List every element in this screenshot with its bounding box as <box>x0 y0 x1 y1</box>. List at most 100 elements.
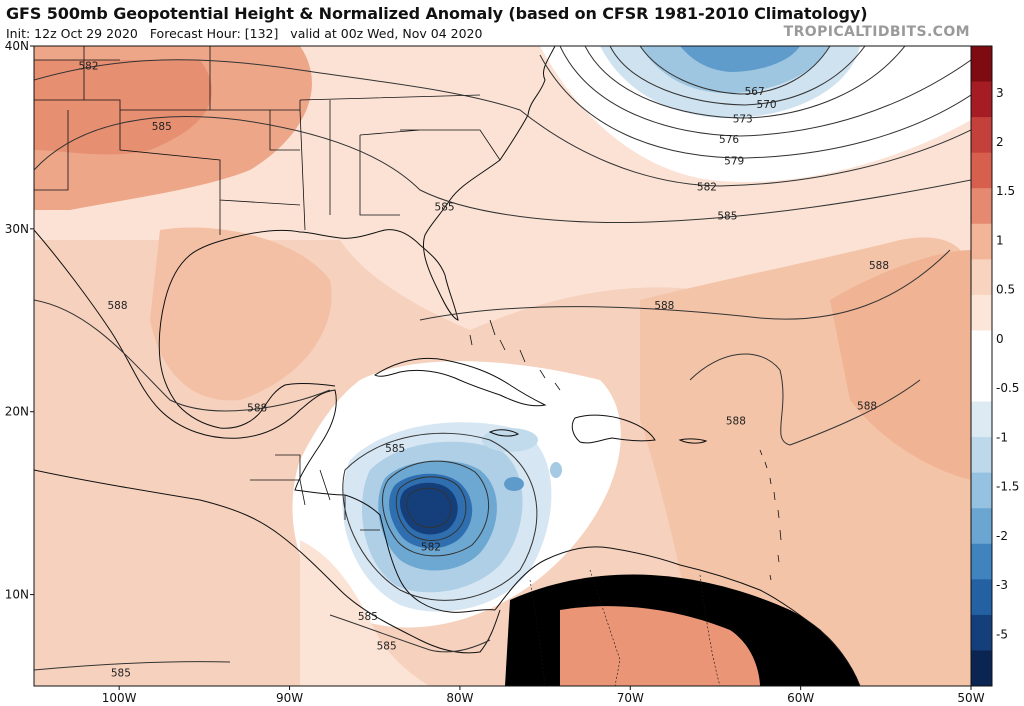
contour-567 <box>639 46 831 95</box>
run-info: Init: 12z Oct 29 2020 Forecast Hour: [13… <box>6 26 482 41</box>
contour-label: 588 <box>726 415 746 427</box>
bahamas <box>469 319 561 391</box>
colorbar-segment <box>971 117 992 154</box>
colorbar-segment <box>971 437 992 474</box>
us-coastline <box>158 46 556 429</box>
colorbar-label: 2 <box>996 135 1004 149</box>
lon-tick-label: 70W <box>617 691 644 705</box>
site-credit: TROPICALTIDBITS.COM <box>783 24 970 40</box>
height-contours <box>34 46 971 671</box>
colorbar-segment <box>971 259 992 296</box>
colorbar-segment <box>971 650 992 687</box>
colorbar-label: 0.5 <box>996 283 1015 297</box>
init-time: Init: 12z Oct 29 2020 <box>6 26 138 41</box>
colorbar-segment <box>971 330 992 367</box>
anomaly-shading <box>34 46 971 686</box>
contour-label: 588 <box>869 260 889 272</box>
contour-label: 582 <box>78 61 98 73</box>
contour-588-atlantic <box>419 249 951 446</box>
colorbar-segment <box>971 152 992 189</box>
colorbar-label: -2 <box>996 529 1008 543</box>
colorbar-label: -3 <box>996 578 1008 592</box>
contour-label: 588 <box>107 300 127 312</box>
latitude-axis: 40N 30N 20N 10N <box>5 39 34 602</box>
contour-579-low <box>395 476 467 541</box>
contour-582-low <box>382 460 489 557</box>
lesser-antilles <box>759 449 782 581</box>
colorbar-label: -1.5 <box>996 480 1019 494</box>
contour-label: 582 <box>421 542 441 554</box>
colorbar-segment <box>971 508 992 545</box>
contour-label: 588 <box>654 300 674 312</box>
contour-label: 585 <box>377 640 397 652</box>
state-borders <box>34 46 501 235</box>
contour-label: 585 <box>111 668 131 680</box>
lat-tick-label: 40N <box>5 39 29 53</box>
contour-label: 579 <box>724 156 744 168</box>
lon-tick-label: 50W <box>957 691 984 705</box>
colorbar-label: -5 <box>996 627 1008 641</box>
south-america-coast <box>494 546 861 686</box>
guatemala-border <box>250 454 380 531</box>
contour-label: 573 <box>733 114 753 126</box>
contour-582-north <box>34 59 971 187</box>
contour-label: 585 <box>358 611 378 623</box>
puerto-rico <box>678 438 708 444</box>
colorbar-label: 1 <box>996 233 1004 247</box>
colorbar-segment <box>971 472 992 509</box>
contour-label: 585 <box>152 121 172 133</box>
longitude-axis: 100W 90W 80W 70W 60W 50W <box>102 686 985 705</box>
contour-570 <box>609 46 866 106</box>
contour-588-gulf <box>34 299 331 412</box>
colorbar-segment <box>971 294 992 331</box>
lon-tick-label: 60W <box>787 691 814 705</box>
central-america-coast <box>34 229 501 654</box>
colorbar-label: -1 <box>996 430 1008 444</box>
colorbar-segment <box>971 188 992 225</box>
forecast-hour: Forecast Hour: [132] <box>149 26 279 41</box>
contour-label: 576 <box>719 134 739 146</box>
jamaica <box>488 429 519 437</box>
lon-tick-label: 100W <box>102 691 137 705</box>
contour-label: 570 <box>757 99 777 111</box>
contour-label: 588 <box>247 403 267 415</box>
contour-579 <box>539 54 971 159</box>
valid-time: valid at 00z Wed, Nov 04 2020 <box>290 26 483 41</box>
colorbar-segment <box>971 579 992 616</box>
contour-585-north <box>34 116 971 224</box>
lat-tick-label: 10N <box>5 588 29 602</box>
chart-title: GFS 500mb Geopotential Height & Normaliz… <box>6 4 868 23</box>
colorbar-segment <box>971 366 992 403</box>
plot-frame <box>33 45 972 687</box>
colorbar-segment <box>971 223 992 260</box>
contour-576 <box>559 46 971 137</box>
contour-label: 582 <box>697 181 717 193</box>
contour-label: 585 <box>435 201 455 213</box>
colorbar-label: 0 <box>996 332 1004 346</box>
colorbar-label: -0.5 <box>996 381 1019 395</box>
south-america-borders <box>529 569 721 686</box>
lat-tick-label: 30N <box>5 222 29 236</box>
colorbar-segment <box>971 543 992 580</box>
cuba <box>374 357 547 407</box>
hispaniola <box>571 414 656 444</box>
contour-585-low <box>342 432 538 601</box>
contour-585-pacific <box>34 614 491 671</box>
geography <box>34 46 861 686</box>
lon-tick-label: 90W <box>276 691 303 705</box>
contour-label: 567 <box>745 86 765 98</box>
colorbar-segment <box>971 401 992 438</box>
lat-tick-label: 20N <box>5 405 29 419</box>
contour-label: 588 <box>857 401 877 413</box>
lon-tick-label: 80W <box>446 691 473 705</box>
colorbar-segment <box>971 614 992 651</box>
colorbar: 3 2 1.5 1 0.5 0 -0.5 -1 -1.5 -2 -3 -5 <box>970 45 1019 687</box>
colorbar-label: 1.5 <box>996 184 1015 198</box>
colorbar-label: 3 <box>996 86 1004 100</box>
colorbar-segment <box>971 81 992 118</box>
contour-label: 585 <box>717 211 737 223</box>
contour-576-low <box>406 487 452 528</box>
contour-label: 585 <box>385 443 405 455</box>
